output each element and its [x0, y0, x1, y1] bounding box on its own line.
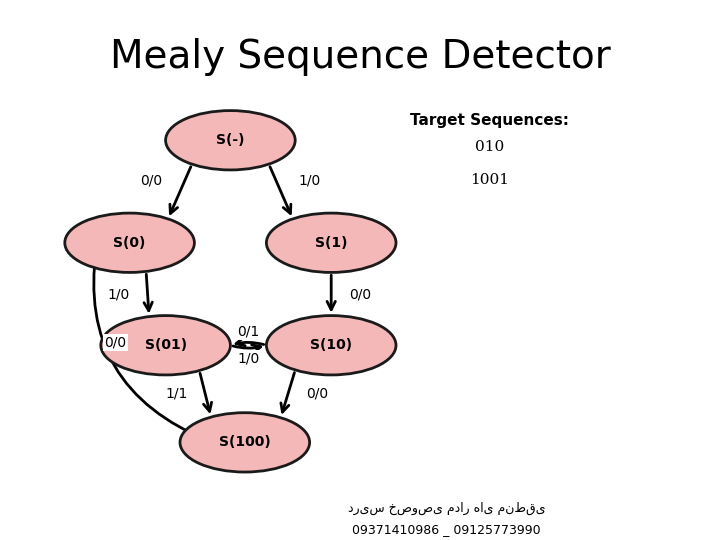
FancyArrowPatch shape: [144, 274, 153, 310]
FancyArrowPatch shape: [200, 373, 212, 411]
Text: 010: 010: [475, 140, 504, 154]
Text: 1/0: 1/0: [108, 287, 130, 301]
Text: 0/0: 0/0: [306, 387, 328, 401]
Text: 0/0: 0/0: [349, 287, 371, 301]
Ellipse shape: [65, 213, 194, 273]
Text: Mealy Sequence Detector: Mealy Sequence Detector: [109, 38, 611, 76]
Text: 0/0: 0/0: [140, 174, 162, 188]
Ellipse shape: [266, 213, 396, 273]
FancyArrowPatch shape: [236, 338, 264, 346]
Text: S(10): S(10): [310, 338, 352, 352]
Text: 1/0: 1/0: [299, 174, 320, 188]
Text: 1/1: 1/1: [165, 387, 188, 401]
Text: 09371410986 _ 09125773990: 09371410986 _ 09125773990: [352, 523, 541, 536]
Text: S(-): S(-): [216, 133, 245, 147]
Ellipse shape: [266, 315, 396, 375]
Ellipse shape: [166, 111, 295, 170]
Text: S(100): S(100): [219, 435, 271, 449]
FancyArrowPatch shape: [91, 248, 210, 441]
FancyArrowPatch shape: [327, 275, 336, 310]
FancyArrowPatch shape: [233, 345, 261, 353]
FancyArrowPatch shape: [170, 167, 191, 213]
Text: S(0): S(0): [114, 236, 145, 250]
Text: 0/0: 0/0: [104, 335, 126, 349]
Text: S(01): S(01): [145, 338, 186, 352]
Text: S(1): S(1): [315, 236, 348, 250]
Text: 1/0: 1/0: [238, 352, 259, 366]
Text: دریس خصوصی مدار های منطقی: دریس خصوصی مدار های منطقی: [348, 502, 545, 515]
Text: 0/1: 0/1: [238, 325, 259, 339]
Text: Target Sequences:: Target Sequences:: [410, 113, 569, 129]
Ellipse shape: [180, 413, 310, 472]
FancyArrowPatch shape: [281, 373, 294, 412]
Ellipse shape: [101, 315, 230, 375]
Text: 1001: 1001: [470, 173, 509, 187]
FancyArrowPatch shape: [270, 167, 291, 213]
